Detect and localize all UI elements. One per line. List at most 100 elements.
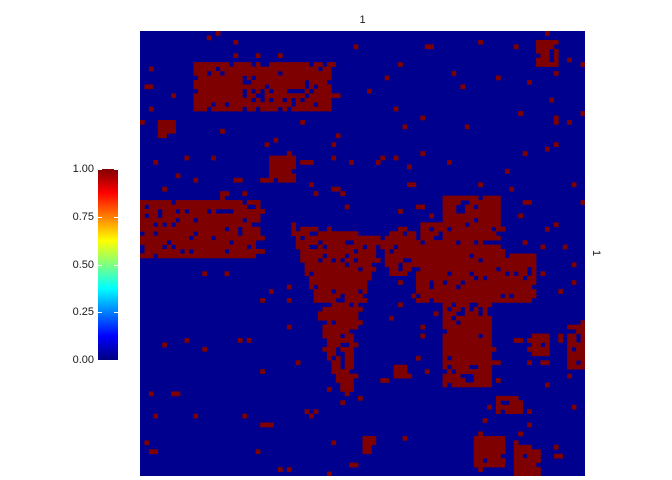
heatmap-cell: [229, 102, 292, 107]
heatmap-cell: [295, 244, 310, 250]
heatmap-cell: [197, 88, 243, 94]
heatmap-cell: [229, 249, 265, 254]
heatmap-cell: [335, 373, 359, 379]
facet-right-label-text: 1: [590, 249, 602, 256]
heatmap-cell: [415, 275, 475, 281]
heatmap-cell: [420, 235, 434, 241]
heatmap-cell: [344, 333, 354, 339]
heatmap-cell: [246, 88, 252, 94]
heatmap-cell: [496, 404, 523, 410]
heatmap-cell: [433, 311, 439, 317]
heatmap-cell: [420, 324, 426, 330]
heatmap-cell: [344, 351, 354, 357]
heatmap-cell: [415, 355, 421, 361]
heatmap-cell: [398, 280, 403, 285]
heatmap-cell: [580, 111, 585, 116]
heatmap-cell: [144, 249, 181, 254]
heatmap-cell: [482, 195, 501, 201]
heatmap-cell: [162, 213, 261, 219]
heatmap-cell: [473, 378, 492, 383]
heatmap-cell: [246, 200, 261, 205]
heatmap-cell: [140, 226, 225, 232]
heatmap-cell: [148, 204, 248, 210]
heatmap-cell: [166, 222, 172, 228]
heatmap-cell: [442, 360, 501, 366]
heatmap-cell: [415, 298, 430, 303]
colorbar-tick-mark: [114, 312, 118, 313]
heatmap-cell: [362, 289, 368, 294]
heatmap-cell: [171, 93, 176, 99]
heatmap-cell: [527, 275, 537, 281]
heatmap-cell: [504, 409, 523, 414]
heatmap-cell: [313, 88, 332, 94]
heatmap-cell: [518, 271, 528, 277]
heatmap-cell: [415, 204, 426, 210]
heatmap-cell: [447, 369, 452, 374]
heatmap-cell: [322, 333, 341, 339]
heatmap-cell: [175, 200, 243, 205]
heatmap-cell: [580, 320, 585, 325]
colorbar-tick-mark: [98, 265, 102, 266]
heatmap-cell: [295, 102, 314, 107]
heatmap-cell: [544, 342, 550, 348]
heatmap-cell: [567, 355, 585, 361]
heatmap-cell: [420, 333, 426, 339]
heatmap-cell: [202, 346, 208, 352]
heatmap-cell: [326, 471, 332, 476]
heatmap-cell: [193, 79, 243, 85]
heatmap-cell: [442, 311, 457, 317]
heatmap-cell: [464, 204, 475, 210]
heatmap-cell: [567, 338, 577, 343]
heatmap-cell: [140, 217, 176, 223]
heatmap-cell: [309, 79, 328, 85]
heatmap-cell: [478, 204, 501, 210]
heatmap-cell: [496, 378, 501, 383]
heatmap-cell: [233, 240, 256, 245]
heatmap-cell: [255, 97, 261, 103]
colorbar-tick-mark: [98, 360, 102, 361]
heatmap-cell: [478, 275, 483, 281]
heatmap-cell: [175, 244, 248, 250]
heatmap-cell: [326, 62, 337, 67]
heatmap-cell: [389, 266, 399, 272]
heatmap-cell: [513, 44, 519, 50]
heatmap-cell: [224, 71, 279, 76]
heatmap-cell: [358, 249, 377, 254]
heatmap-cell: [487, 275, 523, 281]
heatmap-cell: [460, 320, 492, 325]
heatmap-cell: [335, 257, 341, 263]
colorbar-tick-label: 1.00: [72, 163, 94, 175]
heatmap-cell: [496, 75, 501, 81]
heatmap-cell: [300, 257, 319, 263]
heatmap-cell: [295, 235, 301, 241]
heatmap-cell: [193, 84, 265, 90]
heatmap-cell: [442, 195, 479, 201]
heatmap-cell: [460, 284, 532, 290]
heatmap-cell: [384, 257, 403, 263]
heatmap-cell: [211, 106, 243, 112]
heatmap-cell: [197, 75, 243, 81]
heatmap-cell: [442, 306, 448, 312]
heatmap-cell: [513, 440, 519, 446]
heatmap-cell: [473, 306, 479, 312]
heatmap-cell: [527, 338, 550, 343]
heatmap-cell: [246, 106, 256, 112]
heatmap-cell: [402, 266, 412, 272]
heatmap-cell: [264, 142, 270, 147]
heatmap-cell: [260, 422, 274, 428]
heatmap-cell: [175, 173, 181, 179]
heatmap-cell: [286, 284, 292, 290]
heatmap-cell: [527, 79, 532, 85]
heatmap-cell: [558, 338, 564, 343]
heatmap-cell: [282, 71, 332, 76]
heatmap-cell: [420, 226, 430, 232]
heatmap-cell: [460, 84, 466, 90]
heatmap-cell: [331, 142, 337, 147]
heatmap-cell: [344, 391, 350, 397]
heatmap-cell: [567, 351, 585, 357]
heatmap-cell: [269, 173, 297, 179]
heatmap-cell: [544, 382, 550, 388]
heatmap-cell: [384, 75, 390, 81]
heatmap-cell: [322, 306, 363, 312]
heatmap-cell: [380, 378, 390, 383]
